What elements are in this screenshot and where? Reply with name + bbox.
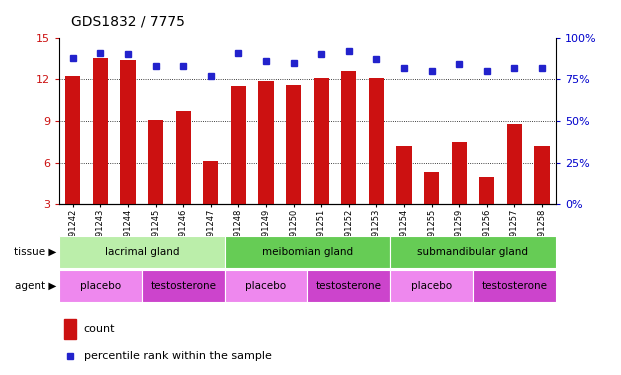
Bar: [535, 146, 550, 204]
Text: lacrimal gland: lacrimal gland: [104, 247, 179, 257]
Bar: [65, 76, 80, 204]
Bar: [225, 270, 307, 302]
Bar: [225, 236, 390, 268]
Bar: [231, 86, 246, 204]
Text: testosterone: testosterone: [316, 281, 382, 291]
Bar: [341, 71, 356, 204]
Bar: [286, 85, 301, 204]
Bar: [120, 60, 135, 204]
Bar: [59, 236, 225, 268]
Bar: [473, 270, 556, 302]
Bar: [451, 142, 467, 204]
Text: count: count: [84, 324, 116, 334]
Bar: [203, 161, 219, 204]
Text: tissue ▶: tissue ▶: [14, 247, 56, 257]
Bar: [176, 111, 191, 204]
Bar: [424, 172, 439, 204]
Text: percentile rank within the sample: percentile rank within the sample: [84, 351, 272, 361]
Text: agent ▶: agent ▶: [14, 281, 56, 291]
Text: meibomian gland: meibomian gland: [262, 247, 353, 257]
Bar: [479, 177, 494, 204]
Bar: [59, 270, 142, 302]
Bar: [396, 146, 412, 204]
Text: placebo: placebo: [80, 281, 121, 291]
Text: placebo: placebo: [245, 281, 286, 291]
Bar: [258, 81, 274, 204]
Bar: [142, 270, 225, 302]
Text: submandibular gland: submandibular gland: [417, 247, 528, 257]
Bar: [390, 236, 556, 268]
Text: GDS1832 / 7775: GDS1832 / 7775: [71, 14, 185, 28]
Bar: [507, 124, 522, 204]
Bar: [93, 58, 108, 204]
Bar: [390, 270, 473, 302]
Bar: [64, 319, 76, 339]
Text: placebo: placebo: [411, 281, 452, 291]
Text: testosterone: testosterone: [150, 281, 216, 291]
Bar: [369, 78, 384, 204]
Text: testosterone: testosterone: [481, 281, 547, 291]
Bar: [314, 78, 329, 204]
Bar: [148, 120, 163, 204]
Bar: [307, 270, 390, 302]
